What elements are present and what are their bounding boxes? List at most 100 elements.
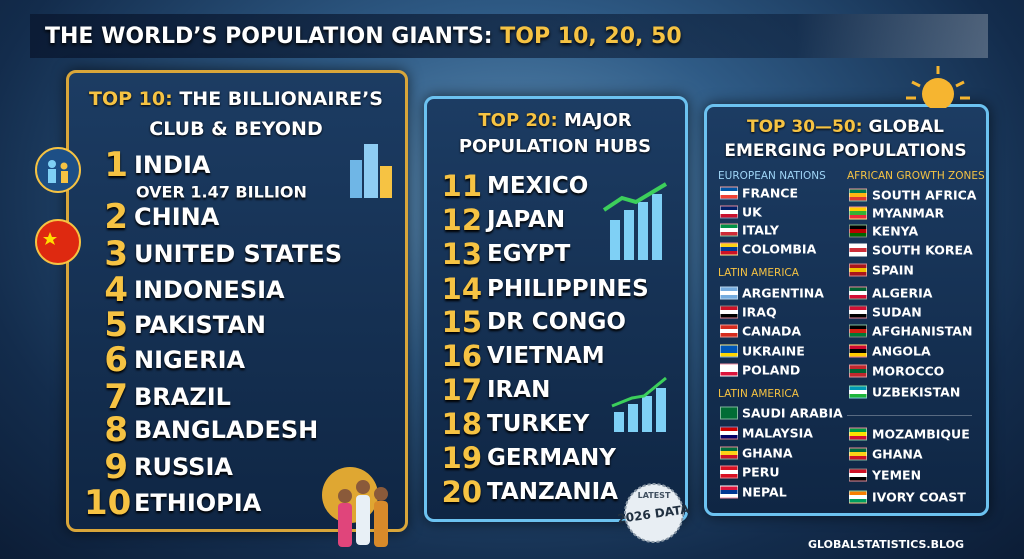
country-name: COLOMBIA <box>742 241 817 257</box>
panel-heading-line: POPULATION HUBS <box>458 136 652 157</box>
people-sun-icon <box>322 467 388 547</box>
country-name: ARGENTINA <box>742 285 824 301</box>
growth-icon <box>602 182 668 260</box>
country-name: SPAIN <box>872 262 914 278</box>
rank-number: 11 <box>441 169 482 203</box>
title: THE WORLD’S POPULATION GIANTS: TOP 10, 2… <box>45 24 682 49</box>
flag-icon <box>849 286 867 300</box>
flag-icon <box>720 286 738 300</box>
country-name: PHILIPPINES <box>487 276 649 302</box>
flag-icon <box>720 186 738 200</box>
flag-icon <box>849 324 867 338</box>
rank-number: 8 <box>104 410 128 450</box>
flag-icon <box>720 305 738 319</box>
group-heading: LATIN AMERICA <box>718 267 799 279</box>
panel-heading-line: CLUB & BEYOND <box>149 118 323 140</box>
flag-icon <box>720 205 738 219</box>
side-icons <box>35 147 81 265</box>
country-name: ANGOLA <box>872 343 931 359</box>
flag-icon <box>720 426 738 440</box>
country-name: GERMANY <box>487 445 616 471</box>
rank-number: 13 <box>441 237 482 271</box>
country-name: SAUDI ARABIA <box>742 405 843 421</box>
rank-number: 4 <box>104 270 128 310</box>
rank-number: 17 <box>441 373 482 407</box>
country-note: OVER 1.47 BILLION <box>136 182 307 202</box>
country-name: MOROCCO <box>872 363 945 379</box>
country-name: RUSSIA <box>134 453 233 481</box>
country-name: IVORY COAST <box>872 489 966 505</box>
flag-icon <box>849 468 867 482</box>
country-name: DR CONGO <box>487 309 626 335</box>
panel-heading-line: THE BILLIONAIRE’S <box>179 88 383 110</box>
rank-number: 12 <box>441 203 482 237</box>
title-bar <box>30 14 988 58</box>
panel-heading-line: MAJOR <box>563 110 632 131</box>
country-name: MEXICO <box>487 173 589 199</box>
group-heading: LATIN AMERICA <box>718 388 799 400</box>
country-name: GHANA <box>872 446 923 462</box>
country-name: YEMEN <box>872 467 922 483</box>
rank-number: 6 <box>104 340 128 380</box>
country-name: UKRAINE <box>742 343 805 359</box>
country-name: NIGERIA <box>134 346 246 374</box>
flag-icon <box>849 490 867 504</box>
rank-number: 10 <box>84 483 132 523</box>
country-name: PERU <box>742 464 780 480</box>
rank-number: 1 <box>104 145 128 185</box>
flag-icon <box>849 447 867 461</box>
flag-icon <box>720 446 738 460</box>
country-name: SOUTH KOREA <box>872 242 973 258</box>
panel-heading-line: GLOBAL <box>868 117 945 137</box>
country-name: UNITED STATES <box>134 240 343 268</box>
panel-heading-line: EMERGING POPULATIONS <box>724 141 967 161</box>
separator <box>847 415 972 416</box>
rank-number: 16 <box>441 339 482 373</box>
country-name: TURKEY <box>487 411 590 437</box>
panel-label: TOP 10: <box>89 88 173 110</box>
country-name: JAPAN <box>487 207 566 233</box>
country-name: EGYPT <box>487 241 571 267</box>
country-name: ITALY <box>742 222 779 238</box>
country-name: KENYA <box>872 223 919 239</box>
rank-number: 19 <box>441 441 482 475</box>
flag-icon <box>720 485 738 499</box>
title-main: THE WORLD’S POPULATION GIANTS: <box>45 24 493 49</box>
flag-icon <box>720 324 738 338</box>
country-name: BANGLADESH <box>134 416 319 444</box>
country-name: SOUTH AFRICA <box>872 187 977 203</box>
panel-top50 <box>704 104 989 516</box>
country-name: ALGERIA <box>872 285 933 301</box>
panel-heading: TOP 30—50: GLOBAL <box>706 117 985 137</box>
flag-icon <box>849 206 867 220</box>
country-name: MALAYSIA <box>742 425 813 441</box>
panel-label: TOP 20: <box>478 110 558 131</box>
country-name: CANADA <box>742 323 802 339</box>
country-name: FRANCE <box>742 185 799 201</box>
flag-icon <box>849 188 867 202</box>
country-name: MYANMAR <box>872 205 945 221</box>
country-name: AFGHANISTAN <box>872 323 973 339</box>
country-name: CHINA <box>134 203 220 231</box>
country-name: PAKISTAN <box>134 311 266 339</box>
country-name: IRAN <box>487 377 551 403</box>
country-name: NEPAL <box>742 484 787 500</box>
rank-number: 2 <box>104 197 128 237</box>
country-name: GHANA <box>742 445 793 461</box>
footer: GLOBALSTATISTICS.BLOG <box>807 538 964 551</box>
flag-icon <box>849 305 867 319</box>
country-name: SUDAN <box>872 304 922 320</box>
flag-icon <box>720 242 738 256</box>
flag-icon <box>720 223 738 237</box>
flag-icon <box>849 427 867 441</box>
rank-number: 7 <box>104 377 128 417</box>
country-name: POLAND <box>742 362 801 378</box>
flag-icon <box>849 385 867 399</box>
growth-icon <box>611 376 667 432</box>
panel-heading: TOP 10: THE BILLIONAIRE’S <box>68 88 404 110</box>
country-name: INDONESIA <box>134 276 285 304</box>
country-name: BRAZIL <box>134 383 231 411</box>
rank-number: 15 <box>441 305 482 339</box>
rank-number: 14 <box>441 272 482 306</box>
sun-icon <box>906 66 970 108</box>
